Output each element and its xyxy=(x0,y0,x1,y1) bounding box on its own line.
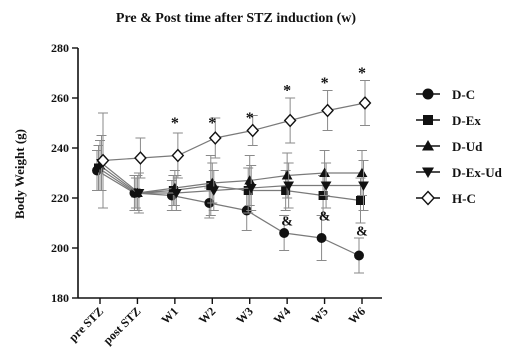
data-point xyxy=(279,228,290,238)
legend-marker xyxy=(422,88,434,100)
x-tick-label: W5 xyxy=(308,304,331,327)
x-tick-label: W6 xyxy=(345,304,368,327)
data-point xyxy=(354,250,364,261)
data-point xyxy=(319,167,330,178)
data-point xyxy=(245,183,257,194)
x-tick-label: W4 xyxy=(271,304,294,327)
annotation-layer: * * * * * * & & & xyxy=(171,65,368,240)
legend-label: D-C xyxy=(452,87,475,102)
significance-ampersand: & xyxy=(319,210,331,225)
legend-label: D-Ud xyxy=(452,139,483,154)
data-point xyxy=(283,113,297,128)
significance-ampersand: & xyxy=(281,215,293,230)
significance-star: * xyxy=(208,115,216,132)
series-line xyxy=(99,165,362,194)
data-point xyxy=(281,186,291,195)
legend-label: D-Ex xyxy=(452,113,481,128)
data-point xyxy=(170,188,182,199)
data-point xyxy=(321,103,334,118)
legend-marker xyxy=(422,140,434,151)
data-point xyxy=(356,167,368,178)
legend-label: D-Ex-Ud xyxy=(452,165,503,180)
legend-label: H-C xyxy=(452,191,476,206)
legend-marker xyxy=(423,115,433,125)
y-tick-label: 220 xyxy=(51,191,69,205)
data-point xyxy=(281,170,293,180)
significance-ampersand: & xyxy=(356,225,368,240)
data-point xyxy=(356,196,365,205)
series-line xyxy=(101,162,364,194)
legend: D-C D-Ex D-Ud D-Ex-Ud H-C xyxy=(416,87,503,206)
x-tick-label: W3 xyxy=(233,304,256,327)
y-tick-label: 240 xyxy=(51,141,69,155)
legend-item-h-c: H-C xyxy=(416,190,476,206)
significance-star: * xyxy=(321,75,329,92)
significance-star: * xyxy=(358,65,366,82)
data-point xyxy=(208,186,220,196)
data-point xyxy=(171,148,185,163)
data-point xyxy=(283,181,295,191)
data-point xyxy=(316,233,327,243)
legend-item-d-ex: D-Ex xyxy=(416,113,481,128)
x-tick-label: post STZ xyxy=(100,304,143,347)
data-point xyxy=(96,153,110,168)
x-tick-label: W2 xyxy=(196,304,219,327)
significance-star: * xyxy=(171,115,179,132)
data-point xyxy=(358,96,372,110)
data-point xyxy=(133,188,145,199)
series-h-c xyxy=(96,80,372,209)
data-point xyxy=(320,181,332,191)
x-tick-label: W1 xyxy=(158,304,181,327)
chart-title: Pre & Post time after STZ induction (w) xyxy=(116,11,357,26)
data-point xyxy=(243,186,253,195)
series-layer xyxy=(92,80,372,274)
y-tick-label: 180 xyxy=(51,291,69,305)
series-line xyxy=(102,102,366,162)
data-point xyxy=(246,123,260,138)
significance-star: * xyxy=(246,110,254,127)
y-tick-label: 200 xyxy=(51,241,69,255)
y-tick-label: 280 xyxy=(51,41,69,55)
legend-marker xyxy=(422,167,434,178)
legend-item-d-c: D-C xyxy=(416,87,475,102)
data-point xyxy=(206,177,218,188)
data-point xyxy=(358,181,369,191)
y-tick-label: 260 xyxy=(51,91,69,105)
significance-star: * xyxy=(283,83,291,100)
legend-marker xyxy=(421,190,435,206)
data-point xyxy=(208,131,222,145)
data-point xyxy=(244,175,256,185)
data-point xyxy=(134,151,147,165)
legend-item-d-ud: D-Ud xyxy=(416,139,483,154)
y-axis-label: Body Weight (g) xyxy=(12,129,27,219)
legend-item-d-ex-ud: D-Ex-Ud xyxy=(416,165,503,180)
